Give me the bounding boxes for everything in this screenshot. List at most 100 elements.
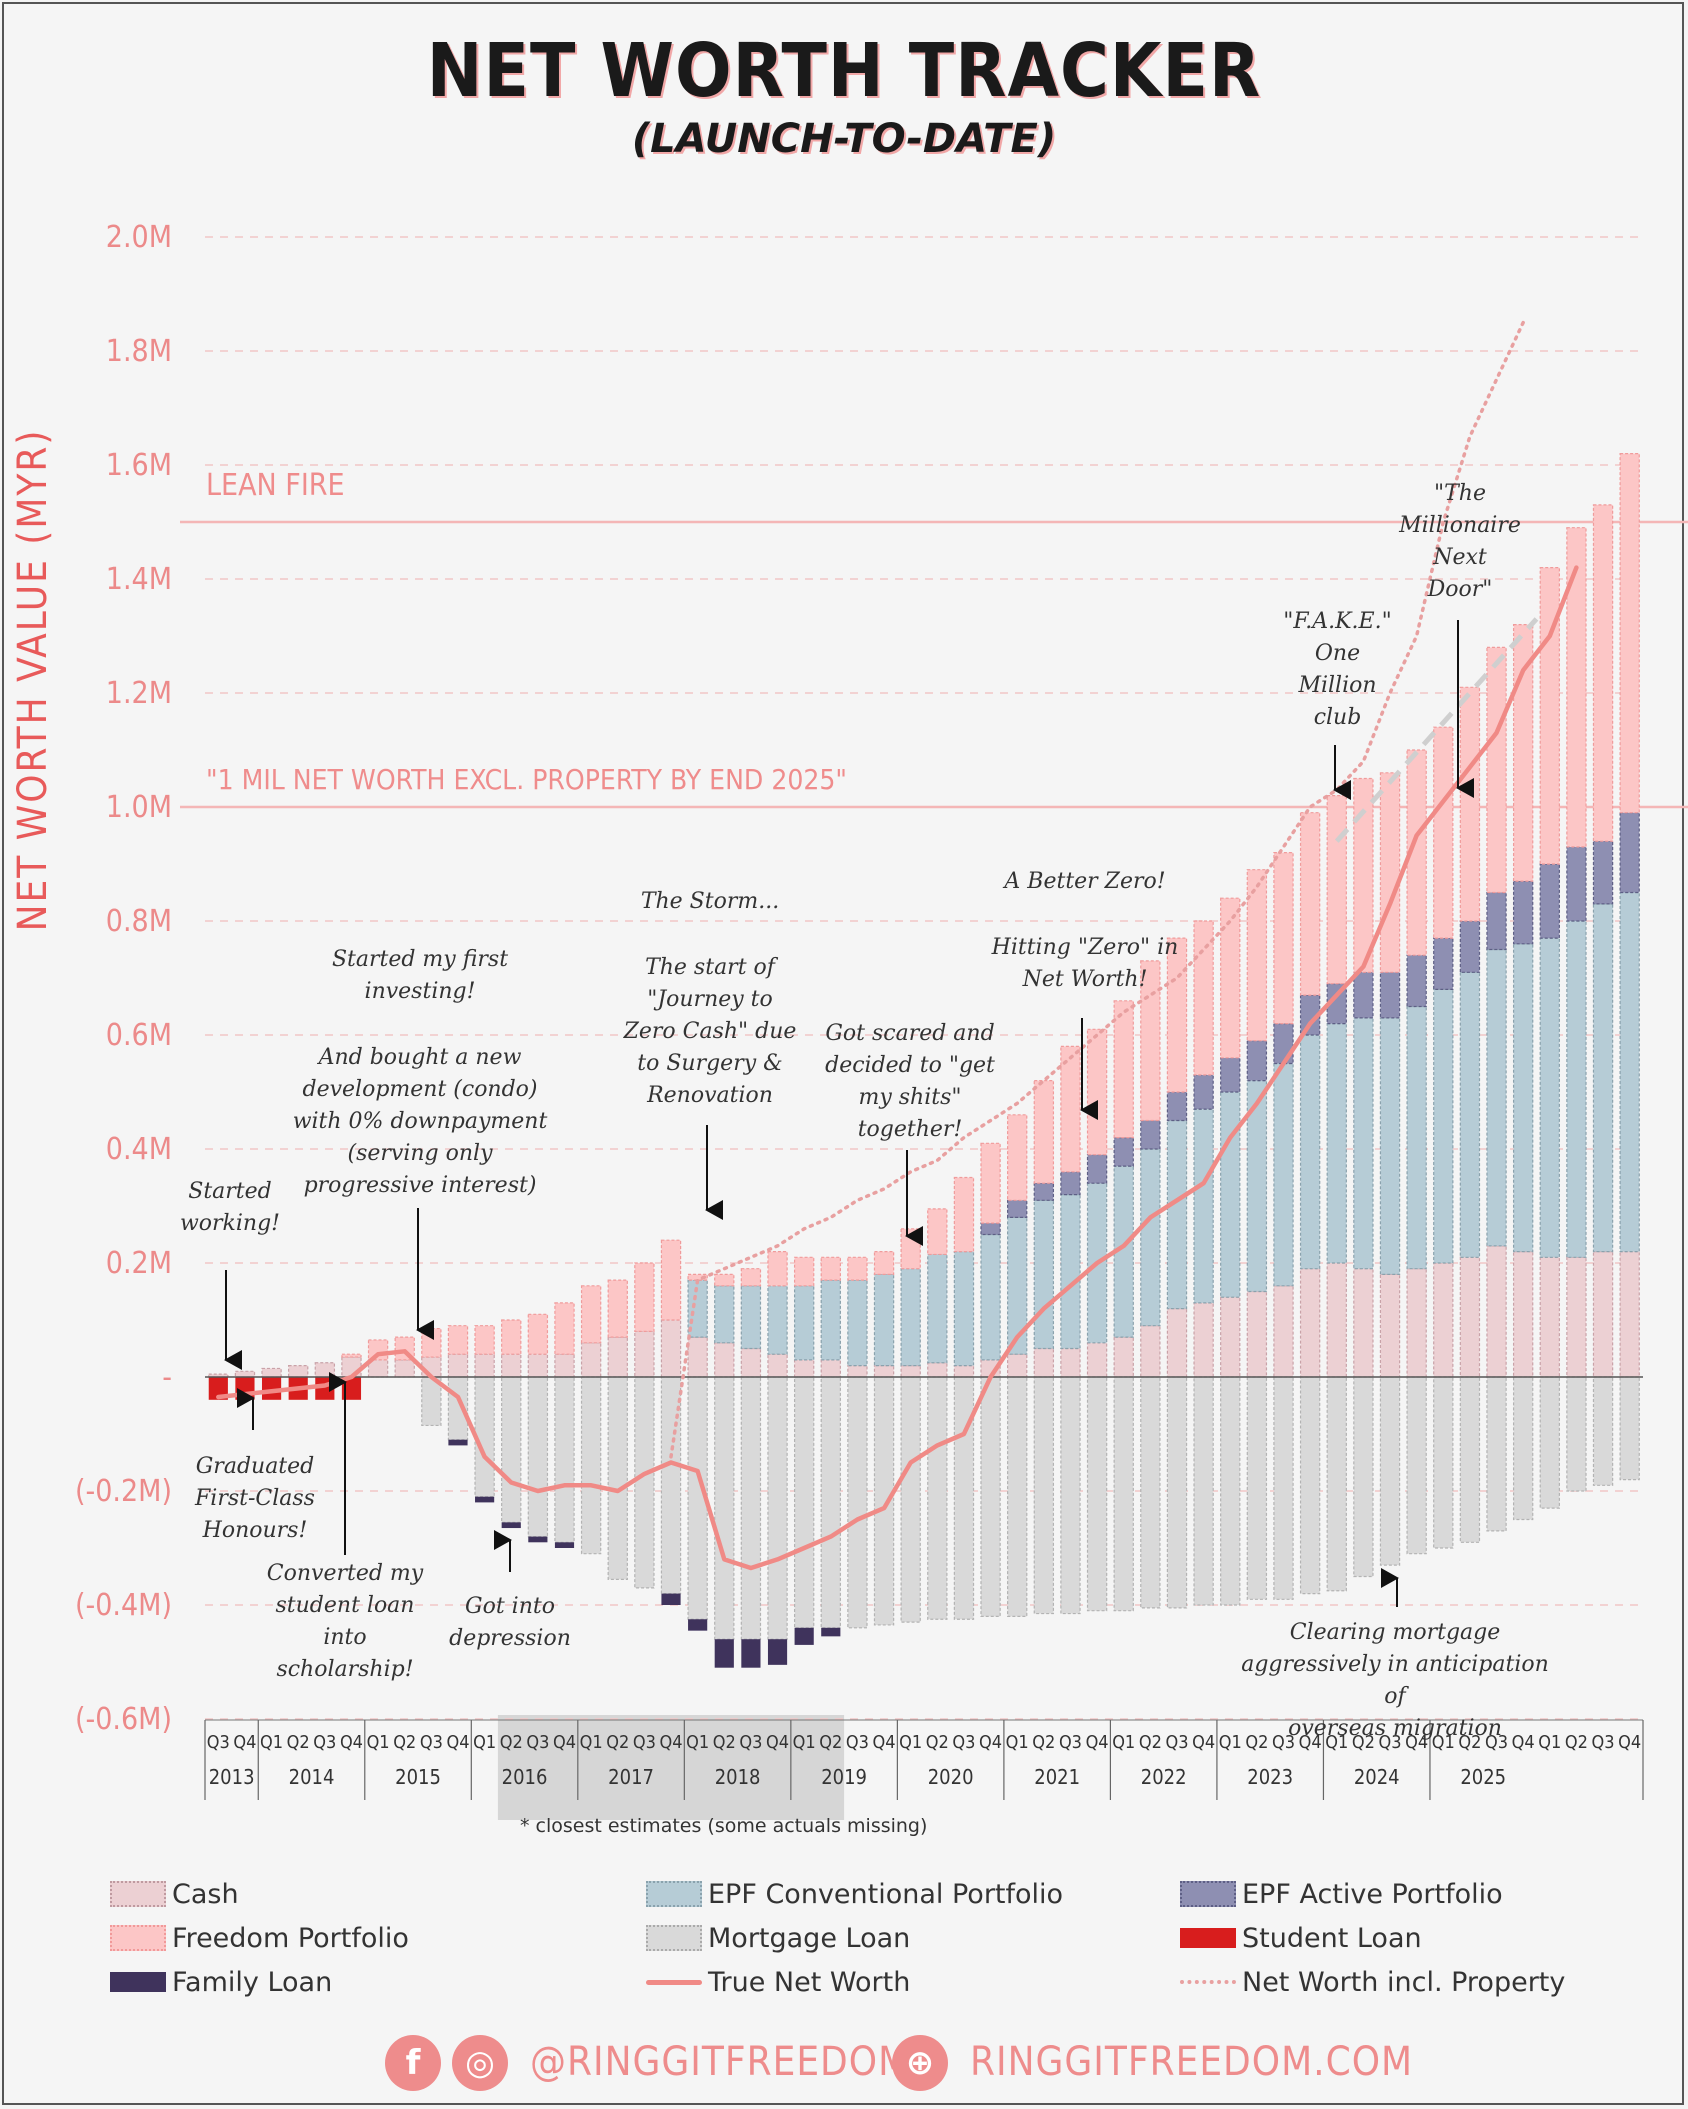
x-quarter-label: Q1	[473, 1732, 496, 1753]
x-quarter-label: Q2	[1245, 1732, 1268, 1753]
x-quarter-label: Q4	[1192, 1732, 1215, 1753]
legend-swatch-epf-active	[1180, 1881, 1236, 1907]
bar-family	[767, 1639, 788, 1665]
bar-family	[821, 1627, 841, 1637]
annotation-millionaire-next-door: "The Millionaire Next Door"	[1399, 481, 1521, 602]
bar-epf_conv	[1512, 943, 1534, 1253]
bar-mortgage	[980, 1376, 1001, 1617]
bar-freedom	[501, 1319, 522, 1355]
bar-mortgage	[580, 1376, 602, 1555]
bar-cash	[634, 1330, 655, 1378]
legend-swatch-mortgage	[646, 1925, 702, 1951]
bar-freedom	[1220, 897, 1241, 1059]
y-tick-label: 0.4M	[106, 1132, 172, 1167]
true-net-worth-line	[216, 565, 1579, 1571]
bar-epf_active	[1007, 1199, 1028, 1219]
bar-epf_conv	[714, 1285, 735, 1344]
bar-freedom	[687, 1273, 708, 1281]
x-quarter-label: Q2	[1565, 1732, 1588, 1753]
bar-freedom	[1113, 1000, 1134, 1139]
x-quarter-label: Q1	[1325, 1732, 1348, 1753]
legend-item-mortgage: Mortgage Loan	[646, 1920, 910, 1956]
x-quarter-label: Q1	[1112, 1732, 1135, 1753]
x-quarter-label: Q4	[1086, 1732, 1109, 1753]
x-quarter-label: Q4	[1512, 1732, 1535, 1753]
bar-cash	[1140, 1325, 1161, 1378]
bar-mortgage	[1113, 1376, 1134, 1612]
y-tick-label: 1.6M	[106, 448, 172, 483]
estimate-shade	[497, 1715, 845, 1820]
x-year-label: 2021	[1034, 1765, 1080, 1789]
bar-mortgage	[1406, 1376, 1427, 1555]
bar-freedom	[927, 1208, 948, 1256]
bar-freedom	[634, 1262, 655, 1333]
bar-epf_conv	[1299, 1034, 1321, 1270]
bar-freedom	[1246, 869, 1268, 1042]
x-quarter-label: Q1	[1006, 1732, 1029, 1753]
bar-freedom	[1592, 504, 1614, 842]
legend-item-true-net-worth: True Net Worth	[646, 1964, 910, 2000]
legend-swatch-student	[1180, 1928, 1236, 1948]
instagram-icon[interactable]: ◎	[452, 2035, 508, 2091]
y-tick-label: 0.6M	[106, 1018, 172, 1053]
bar-epf_active	[1033, 1182, 1055, 1201]
bar-freedom	[1486, 646, 1507, 894]
bar-cash	[1086, 1342, 1108, 1378]
facebook-icon[interactable]: f	[385, 2035, 441, 2091]
y-tick-label: 0.2M	[106, 1246, 172, 1281]
bar-cash	[1007, 1353, 1028, 1378]
x-quarter-label: Q1	[793, 1732, 816, 1753]
bar-freedom	[740, 1268, 762, 1287]
bar-cash	[660, 1319, 682, 1378]
bar-family	[741, 1639, 761, 1668]
bar-cash	[394, 1359, 415, 1378]
bar-cash	[1592, 1250, 1614, 1378]
bar-cash	[1326, 1262, 1347, 1378]
x-quarter-label: Q1	[1538, 1732, 1561, 1753]
bar-mortgage	[1433, 1376, 1454, 1549]
x-quarter-label: Q4	[233, 1732, 256, 1753]
x-quarter-label: Q1	[899, 1732, 922, 1753]
annotation-the-storm: The Storm...	[640, 889, 780, 914]
bar-epf_conv	[1060, 1193, 1081, 1350]
net-worth-chart: 2.0M 1.8M 1.6M 1.4M 1.2M 1.0M 0.8M 0.6M 0.4M 0.2M…	[75, 220, 1688, 1820]
nw-incl-property-line	[669, 320, 1525, 1459]
bar-freedom	[1566, 527, 1587, 848]
x-quarter-label: Q3	[1272, 1732, 1295, 1753]
x-quarter-label: Q3	[526, 1732, 549, 1753]
bar-freedom	[847, 1256, 868, 1281]
bar-epf_conv	[1486, 948, 1507, 1247]
goal-label-1mil: "1 MIL NET WORTH EXCL. PROPERTY BY END 2…	[206, 763, 847, 796]
bar-cash	[580, 1342, 602, 1378]
website-link[interactable]: RINGGITFREEDOM.COM	[970, 2039, 1414, 2085]
bar-epf_conv	[1592, 903, 1614, 1253]
bar-freedom	[580, 1285, 602, 1344]
x-quarter-label: Q4	[766, 1732, 789, 1753]
bar-cash	[1406, 1268, 1427, 1378]
bar-mortgage	[1326, 1376, 1347, 1592]
bar-mortgage	[1353, 1376, 1374, 1578]
bar-mortgage	[740, 1376, 762, 1640]
bar-cash	[1459, 1256, 1481, 1378]
annotation-bought-condo: And bought a new development (condo) wit…	[292, 1045, 548, 1198]
bar-cash	[1193, 1302, 1214, 1378]
bar-family	[714, 1639, 734, 1668]
bar-mortgage	[1246, 1376, 1268, 1600]
bar-epf_conv	[1379, 1017, 1401, 1276]
y-tick-label: (-0.6M)	[75, 1702, 172, 1737]
bar-family	[448, 1439, 468, 1446]
x-quarter-label: Q4	[1618, 1732, 1641, 1753]
bar-family	[501, 1522, 521, 1529]
annotation-fake-million: "F.A.K.E." One Million club	[1283, 609, 1392, 730]
social-footer: f ◎ @RINGGITFREEDOM ⊕ RINGGITFREEDOM.COM	[0, 2035, 1688, 2095]
x-year-label: 2014	[289, 1765, 335, 1789]
x-quarter-label: Q3	[1378, 1732, 1401, 1753]
bar-epf_conv	[1619, 891, 1640, 1253]
social-handle[interactable]: @RINGGITFREEDOM	[530, 2039, 911, 2085]
x-year-label: 2017	[608, 1765, 654, 1789]
bar-cash	[847, 1364, 868, 1378]
bar-epf_active	[1060, 1171, 1081, 1196]
x-quarter-label: Q3	[313, 1732, 336, 1753]
globe-icon[interactable]: ⊕	[892, 2035, 948, 2091]
bar-cash	[1566, 1256, 1587, 1378]
